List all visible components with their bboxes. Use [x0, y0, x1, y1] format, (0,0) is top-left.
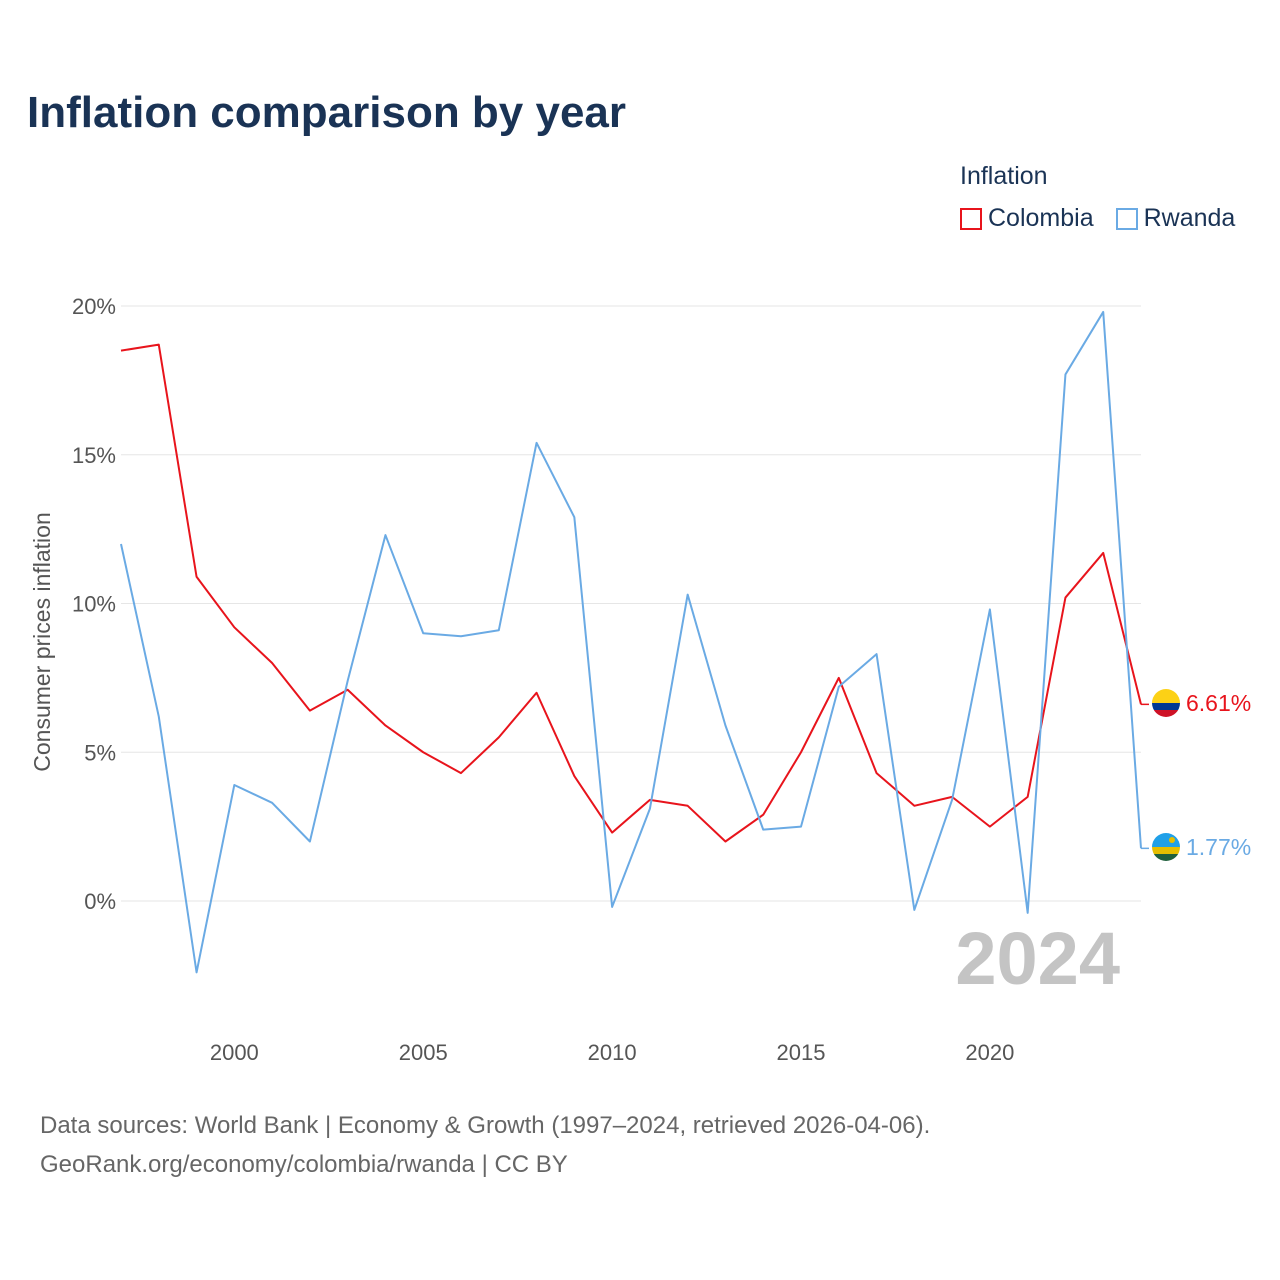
- x-tick-label: 2010: [588, 1040, 637, 1065]
- line-chart: 0% 5% 10% 15% 20% 2000 2005 2010 2015 2020 Consu…: [29, 294, 1251, 1065]
- rwanda-flag-icon: [1152, 833, 1180, 861]
- legend: Colombia Rwanda: [960, 204, 1257, 233]
- legend-swatch-colombia: [960, 207, 982, 230]
- series-line-colombia[interactable]: [120, 343, 1142, 843]
- x-tick-label: 2015: [777, 1040, 826, 1065]
- colombia-flag-icon: [1152, 689, 1180, 717]
- gridlines: [121, 305, 1141, 902]
- year-watermark: 2024: [955, 917, 1120, 1000]
- footer-attribution: GeoRank.org/economy/colombia/rwanda | CC…: [40, 1151, 568, 1178]
- legend-swatch-rwanda: [1115, 207, 1138, 230]
- legend-title: Inflation: [960, 162, 1048, 190]
- y-axis-label: Consumer prices inflation: [29, 512, 55, 772]
- colombia-end-label: 6.61%: [1186, 690, 1251, 716]
- footer-sources: Data sources: World Bank | Economy & Gro…: [40, 1112, 931, 1139]
- y-tick-label: 15%: [72, 443, 116, 468]
- series-line-rwanda[interactable]: [120, 310, 1142, 974]
- chart-title: Inflation comparison by year: [27, 88, 627, 137]
- y-tick-label: 0%: [84, 889, 116, 914]
- legend-label-rwanda: Rwanda: [1143, 204, 1236, 232]
- y-axis-ticks: 0% 5% 10% 15% 20%: [72, 294, 116, 914]
- y-tick-label: 5%: [84, 740, 116, 765]
- series-lines: [120, 310, 1149, 974]
- rwanda-end-label: 1.77%: [1186, 834, 1251, 860]
- legend-item-rwanda[interactable]: Rwanda: [1115, 204, 1236, 233]
- footer: Data sources: World Bank | Economy & Gro…: [40, 1106, 930, 1184]
- y-tick-label: 10%: [72, 592, 116, 617]
- legend-item-colombia[interactable]: Colombia: [960, 204, 1094, 233]
- x-tick-label: 2020: [965, 1040, 1014, 1065]
- x-axis-ticks: 2000 2005 2010 2015 2020: [210, 1040, 1015, 1065]
- y-tick-label: 20%: [72, 294, 116, 319]
- x-tick-label: 2005: [399, 1040, 448, 1065]
- x-tick-label: 2000: [210, 1040, 259, 1065]
- legend-label-colombia: Colombia: [988, 204, 1094, 232]
